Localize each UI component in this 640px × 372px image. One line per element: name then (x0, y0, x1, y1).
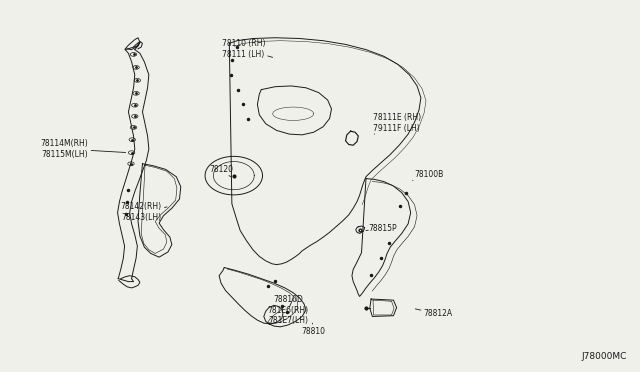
Text: 78114M(RH)
78115M(LH): 78114M(RH) 78115M(LH) (41, 139, 125, 158)
Text: 78812A: 78812A (415, 309, 452, 318)
Text: 78142(RH)
78143(LH): 78142(RH) 78143(LH) (120, 202, 167, 222)
Text: J78000MC: J78000MC (581, 352, 627, 361)
Text: 78100B: 78100B (413, 170, 443, 180)
Text: 78111E (RH)
79111F (LH): 78111E (RH) 79111F (LH) (372, 113, 420, 134)
Text: 78810: 78810 (301, 323, 326, 336)
Text: 78110 (RH)
78111 (LH): 78110 (RH) 78111 (LH) (221, 39, 273, 58)
Text: 78815P: 78815P (366, 224, 397, 233)
Text: 78810D
781E6(RH)
781E7(LH): 78810D 781E6(RH) 781E7(LH) (268, 295, 308, 325)
Text: 78120: 78120 (209, 165, 233, 177)
